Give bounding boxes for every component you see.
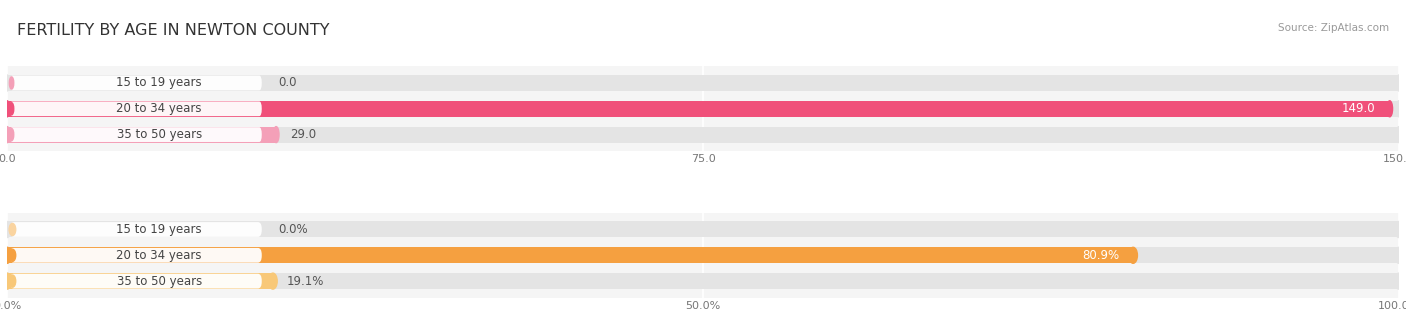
Bar: [7, 101, 1389, 117]
Circle shape: [3, 221, 11, 238]
Text: 20 to 34 years: 20 to 34 years: [117, 102, 202, 115]
Text: Source: ZipAtlas.com: Source: ZipAtlas.com: [1278, 23, 1389, 33]
Circle shape: [1395, 273, 1403, 289]
Text: 35 to 50 years: 35 to 50 years: [117, 275, 202, 288]
Circle shape: [10, 103, 14, 115]
Bar: [7, 101, 1399, 117]
FancyBboxPatch shape: [10, 127, 262, 142]
Circle shape: [10, 77, 14, 89]
Circle shape: [3, 247, 11, 263]
Circle shape: [1396, 126, 1402, 143]
Circle shape: [4, 75, 10, 91]
FancyBboxPatch shape: [10, 101, 262, 116]
Bar: [7, 273, 273, 289]
Text: FERTILITY BY AGE IN NEWTON COUNTY: FERTILITY BY AGE IN NEWTON COUNTY: [17, 23, 329, 38]
Circle shape: [4, 126, 10, 143]
Bar: [7, 126, 1399, 143]
Circle shape: [3, 273, 11, 289]
Circle shape: [10, 249, 15, 261]
FancyBboxPatch shape: [10, 274, 262, 289]
Circle shape: [4, 101, 10, 117]
FancyBboxPatch shape: [10, 75, 262, 90]
Circle shape: [10, 275, 15, 287]
Circle shape: [3, 273, 11, 289]
Circle shape: [10, 223, 15, 236]
FancyBboxPatch shape: [10, 222, 262, 237]
Circle shape: [1396, 75, 1402, 91]
Text: 29.0: 29.0: [290, 128, 316, 141]
Bar: [7, 247, 1133, 263]
Circle shape: [10, 128, 14, 141]
FancyBboxPatch shape: [10, 248, 262, 263]
Bar: [7, 273, 1399, 289]
Circle shape: [4, 101, 10, 117]
Circle shape: [1129, 247, 1137, 263]
Text: 0.0: 0.0: [278, 76, 297, 89]
Circle shape: [269, 273, 277, 289]
Circle shape: [273, 126, 278, 143]
Bar: [7, 221, 1399, 238]
Circle shape: [1386, 101, 1392, 117]
Text: 0.0%: 0.0%: [278, 223, 308, 236]
Bar: [7, 126, 276, 143]
Circle shape: [3, 247, 11, 263]
Bar: [7, 247, 1399, 263]
Text: 15 to 19 years: 15 to 19 years: [117, 76, 202, 89]
Circle shape: [1395, 247, 1403, 263]
Text: 20 to 34 years: 20 to 34 years: [117, 249, 202, 262]
Text: 19.1%: 19.1%: [287, 275, 325, 288]
Circle shape: [1395, 221, 1403, 238]
Text: 15 to 19 years: 15 to 19 years: [117, 223, 202, 236]
Circle shape: [1396, 101, 1402, 117]
Text: 149.0: 149.0: [1343, 102, 1375, 115]
Bar: [7, 75, 1399, 91]
Text: 35 to 50 years: 35 to 50 years: [117, 128, 202, 141]
Text: 80.9%: 80.9%: [1083, 249, 1119, 262]
Circle shape: [4, 126, 10, 143]
